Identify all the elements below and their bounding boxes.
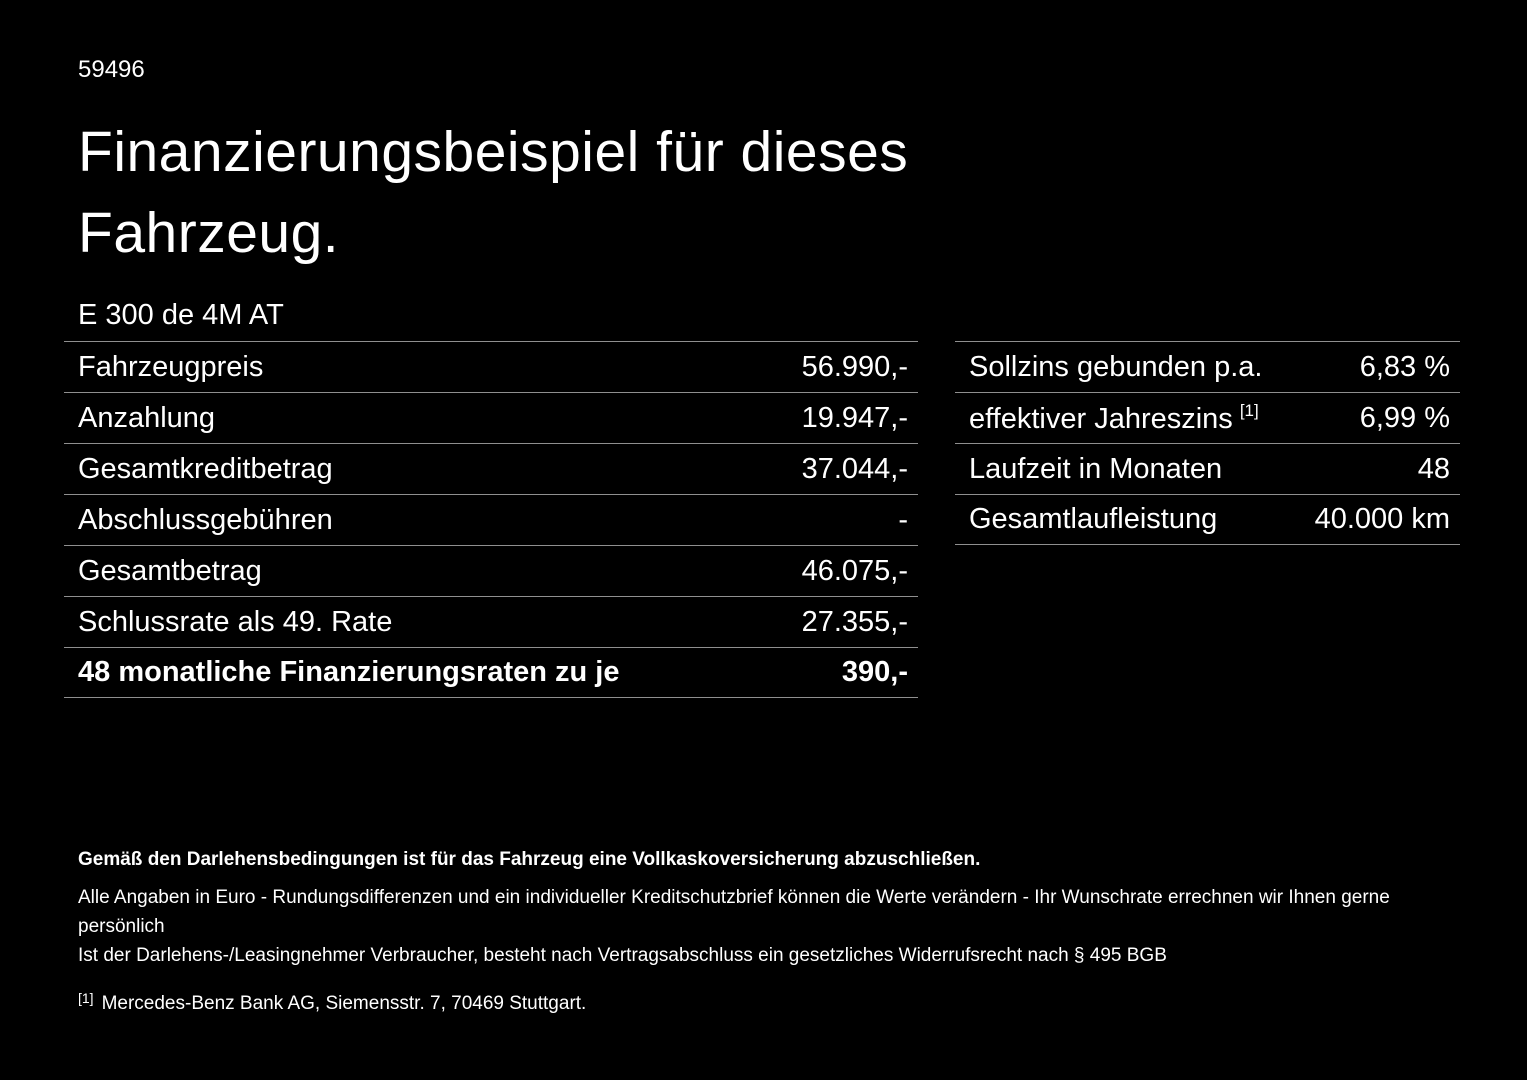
table-row-anzahlung: Anzahlung 19.947,- (64, 392, 918, 443)
disclaimer-line2: Ist der Darlehens-/Leasingnehmer Verbrau… (78, 945, 1167, 966)
financing-table-left: Fahrzeugpreis 56.990,- Anzahlung 19.947,… (64, 341, 918, 698)
table-row-laufzeit: Laufzeit in Monaten 48 (955, 443, 1460, 494)
row-value: 390,- (841, 656, 908, 688)
offer-id: 59496 (78, 56, 145, 83)
insurance-note: Gemäß den Darlehensbedingungen ist für d… (78, 849, 981, 870)
table-row-gesamtkreditbetrag: Gesamtkreditbetrag 37.044,- (64, 443, 918, 494)
table-row-abschlussgebuehren: Abschlussgebühren - (64, 494, 918, 545)
row-label: Fahrzeugpreis (78, 350, 264, 383)
row-value: 40.000 km (1314, 503, 1450, 535)
table-row-monatliche-raten: 48 monatliche Finanzierungsraten zu je 3… (64, 647, 918, 698)
page-title-line2: Fahrzeug. (78, 201, 340, 265)
table-row-gesamtlaufleistung: Gesamtlaufleistung 40.000 km (955, 494, 1460, 545)
row-label: Anzahlung (78, 401, 216, 434)
table-row-sollzins: Sollzins gebunden p.a. 6,83 % (955, 341, 1460, 392)
financing-table-right: Sollzins gebunden p.a. 6,83 % effektiver… (955, 341, 1460, 545)
row-value: - (898, 503, 908, 536)
row-value: 46.075,- (801, 554, 908, 587)
footnote-marker: [1] (1239, 400, 1259, 420)
table-row-fahrzeugpreis: Fahrzeugpreis 56.990,- (64, 341, 918, 392)
row-label: Gesamtkreditbetrag (78, 452, 333, 485)
row-value: 27.355,- (801, 605, 908, 638)
table-row-effektiver-jahreszins: effektiver Jahreszins [1] 6,99 % (955, 392, 1460, 443)
bank-reference-text: Mercedes-Benz Bank AG, Siemensstr. 7, 70… (101, 993, 587, 1014)
row-value: 56.990,- (801, 350, 908, 383)
row-label: Abschlussgebühren (78, 503, 333, 536)
row-label: Gesamtbetrag (78, 554, 262, 587)
page-title-line1: Finanzierungsbeispiel für dieses (78, 120, 909, 184)
row-label: Sollzins gebunden p.a. (969, 350, 1263, 383)
vehicle-model: E 300 de 4M AT (78, 299, 284, 331)
row-label: Schlussrate als 49. Rate (78, 605, 393, 638)
row-label: Laufzeit in Monaten (969, 452, 1223, 485)
table-row-gesamtbetrag: Gesamtbetrag 46.075,- (64, 545, 918, 596)
row-label: effektiver Jahreszins [1] (969, 401, 1259, 436)
row-value: 6,99 % (1359, 401, 1450, 434)
row-label-text: effektiver Jahreszins (969, 402, 1233, 435)
row-value: 19.947,- (801, 401, 908, 434)
row-label: Gesamtlaufleistung (969, 503, 1218, 535)
row-value: 6,83 % (1359, 350, 1450, 383)
row-value: 48 (1417, 452, 1450, 485)
disclaimer-line1: Alle Angaben in Euro - Rundungsdifferenz… (78, 887, 1390, 937)
bank-reference: [1] Mercedes-Benz Bank AG, Siemensstr. 7,… (78, 984, 1458, 1018)
page-title: Finanzierungsbeispiel für dieses Fahrzeug… (78, 112, 908, 274)
footnotes: Gemäß den Darlehensbedingungen ist für d… (78, 845, 1458, 1018)
row-label: 48 monatliche Finanzierungsraten zu je (78, 656, 620, 688)
footnote-ref-marker: [1] (78, 990, 94, 1006)
row-value: 37.044,- (801, 452, 908, 485)
table-row-schlussrate: Schlussrate als 49. Rate 27.355,- (64, 596, 918, 647)
